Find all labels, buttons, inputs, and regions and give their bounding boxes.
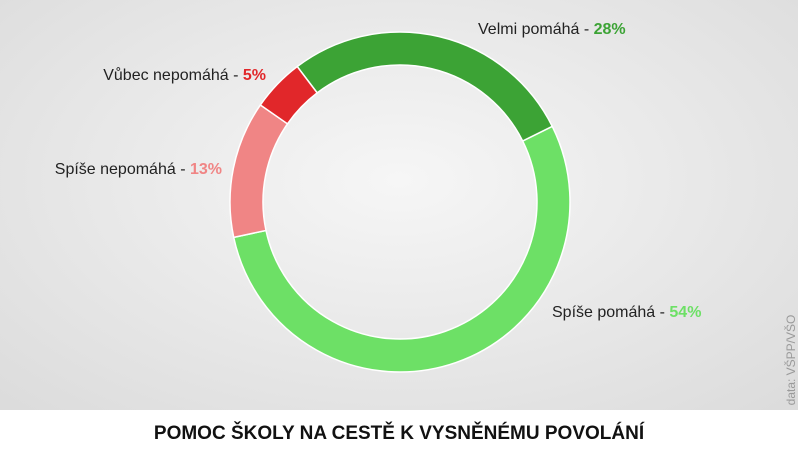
slice-label: Vůbec nepomáhá - 5% <box>103 66 266 84</box>
donut-slice <box>232 125 571 373</box>
value-label: 54% <box>669 304 701 321</box>
category-name: Vůbec nepomáhá <box>103 66 229 84</box>
value-label: 28% <box>594 21 626 38</box>
slice-label: Spíše nepomáhá - 13% <box>55 161 222 178</box>
separator: - <box>655 304 669 321</box>
plot: Velmi pomáhá - 28%Spíše pomáhá - 54%Spíš… <box>55 21 701 373</box>
chart-title: POMOC ŠKOLY NA CESTĚ K VYSNĚNÉMU POVOLÁN… <box>154 422 645 444</box>
separator: - <box>176 161 190 178</box>
donut-slice <box>259 65 319 125</box>
category-name: Velmi pomáhá <box>478 21 579 38</box>
slice-label: Velmi pomáhá - 28% <box>478 21 626 38</box>
title-band <box>0 410 798 450</box>
separator: - <box>579 21 593 38</box>
value-label: 5% <box>243 67 266 84</box>
separator: - <box>229 67 243 84</box>
slice-label: Spíše pomáhá - 54% <box>552 304 701 321</box>
source: data: VŠPP/VŠO <box>783 315 798 406</box>
category-name: Spíše nepomáhá <box>55 161 176 178</box>
value-label: 13% <box>190 161 222 178</box>
category-name: Spíše pomáhá <box>552 304 655 321</box>
